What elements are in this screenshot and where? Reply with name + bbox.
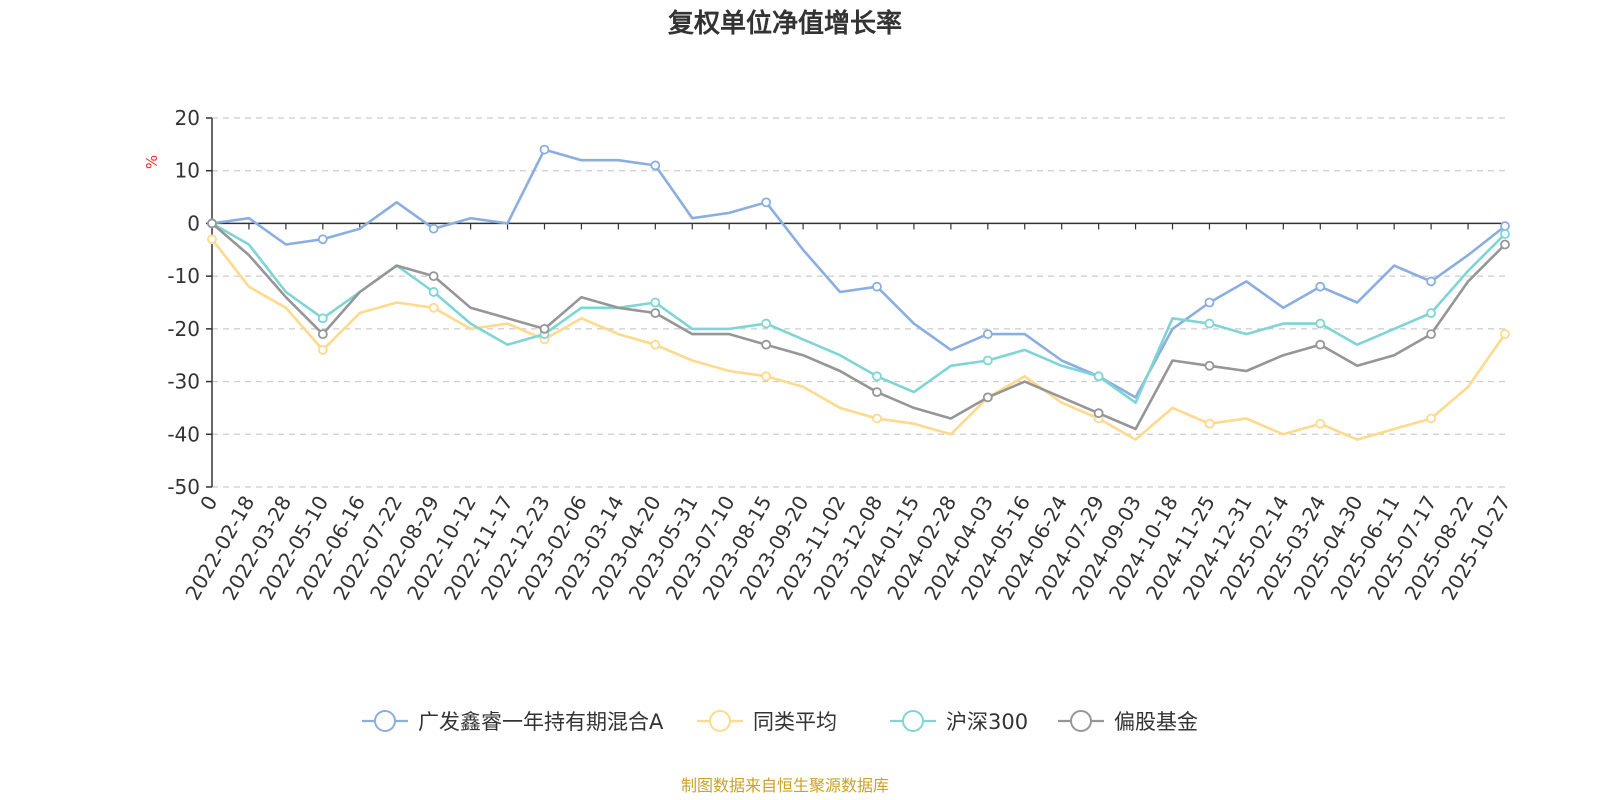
data-point [428,223,439,234]
data-point [761,339,772,350]
data-point [207,234,217,245]
data-point [1315,339,1326,350]
data-point [1315,418,1326,429]
data-point [872,387,882,398]
series-line-3 [211,222,1506,431]
data-point [1093,371,1104,382]
axes: 20100-10-20-30-40-5002022-02-182022-03-2… [167,106,1515,604]
data-point [428,287,439,297]
series-line-0 [211,148,1506,399]
legend-marker [1070,710,1092,732]
data-point [761,197,772,208]
data-point [1426,413,1437,424]
data-point [317,329,328,340]
data-point [428,271,439,282]
y-tick-label: -40 [167,422,200,446]
data-point [1426,329,1437,340]
data-point [1315,318,1326,329]
data-point [1426,308,1437,318]
data-point [1426,276,1437,287]
legend-marker [709,710,731,732]
series-line-1 [210,238,1507,441]
y-tick-label: -30 [167,370,200,394]
data-point [982,392,993,403]
data-point [207,218,217,229]
legend-label: 沪深300 [946,710,1028,734]
legend-label: 偏股基金 [1114,710,1198,734]
y-tick-label: 20 [175,106,200,130]
data-point [539,323,550,334]
legend-label: 同类平均 [753,710,837,734]
data-point [650,160,661,171]
data-point [650,297,661,308]
source-note: 制图数据来自恒生聚源数据库 [681,776,889,795]
data-point [1315,281,1326,292]
legend: 广发鑫睿一年持有期混合A 同类平均 沪深300 偏股基金 [362,710,1198,734]
legend-marker [374,710,396,732]
data-point [1500,229,1510,239]
legend-marker [902,710,924,732]
data-point [317,234,328,245]
data-point [539,144,550,155]
legend-label: 广发鑫睿一年持有期混合A [418,710,664,734]
data-point [1204,360,1215,371]
series-line-2 [211,222,1506,404]
y-tick-label: -20 [167,317,200,341]
data-point [1500,221,1510,231]
grid-lines [212,117,1505,488]
data-point [1204,297,1215,308]
y-tick-label: 0 [187,211,200,235]
data-point [428,302,439,313]
y-tick-label: -10 [167,264,200,288]
data-point [872,371,882,382]
data-point [1204,418,1215,429]
data-point [982,329,993,340]
series-lines [207,144,1510,441]
chart-title: 复权单位净值增长率 [668,8,902,39]
data-point [1500,329,1510,340]
data-point [872,413,882,424]
y-tick-label: -50 [167,475,200,499]
x-tick-label: 0 [195,492,222,515]
data-point [1093,408,1104,419]
data-point [650,308,661,318]
data-point [982,355,993,366]
data-point [761,371,772,382]
data-point [1204,318,1215,329]
data-point [872,281,882,292]
data-point [761,318,772,329]
y-tick-label: 10 [175,159,200,183]
y-axis-unit: % [143,155,161,169]
data-point [317,313,328,324]
data-point [650,339,661,350]
data-point [317,345,328,355]
data-point [1500,239,1510,250]
